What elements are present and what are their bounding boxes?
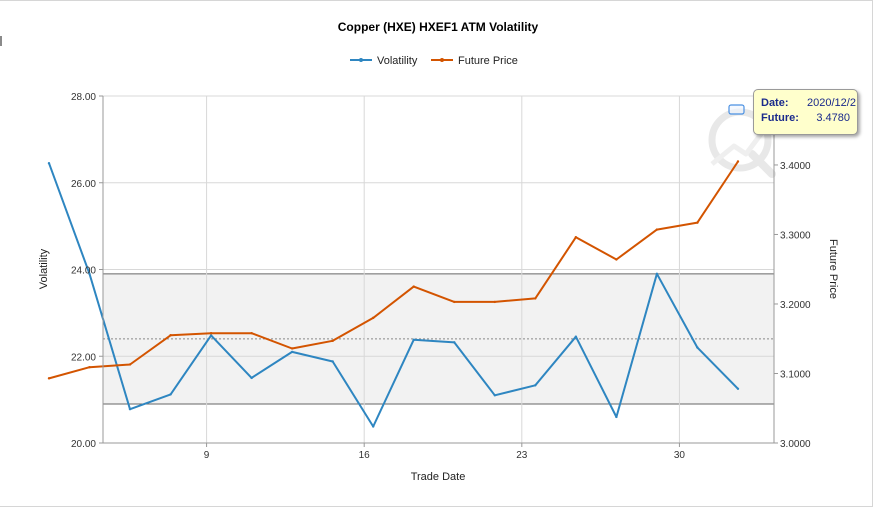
data-point-future-price <box>250 331 253 335</box>
y2-tick-label: 3.1000 <box>780 369 811 380</box>
data-point-volatility <box>453 341 456 344</box>
y2-axis-label: Future Price <box>827 239 839 299</box>
data-point-volatility <box>696 346 699 349</box>
tooltip-date-key: Date: <box>761 97 789 109</box>
data-point-future-price <box>412 285 415 288</box>
data-point-volatility <box>250 376 253 380</box>
data-point-future-price <box>169 334 172 337</box>
volatility-band <box>103 273 774 405</box>
data-tooltip: Date: 2020/12/2 Future: 3.4780 <box>753 89 858 135</box>
series-lines[interactable] <box>47 160 740 428</box>
data-point-future-price <box>534 297 537 300</box>
data-point-future-price <box>290 347 294 350</box>
data-point-future-price <box>47 377 51 380</box>
data-point-volatility <box>169 393 172 396</box>
data-point-volatility <box>412 338 415 341</box>
data-point-volatility <box>615 415 618 419</box>
data-point-volatility <box>534 384 537 387</box>
y-tick-label: 24.00 <box>71 266 96 277</box>
data-point-volatility <box>209 334 213 337</box>
x-tick-label: 30 <box>674 450 686 461</box>
data-point-volatility <box>574 335 578 338</box>
y-axis-label: Volatility <box>38 248 50 289</box>
y2-tick-label: 3.0000 <box>780 439 811 450</box>
y-tick-label: 22.00 <box>71 352 96 363</box>
hover-marker[interactable] <box>728 104 745 115</box>
y2-tick-label: 3.3000 <box>780 230 811 241</box>
data-point-volatility <box>372 425 375 428</box>
data-point-future-price <box>655 228 659 231</box>
y2-tick-label: 3.2000 <box>780 300 811 311</box>
data-point-volatility <box>493 394 496 397</box>
data-point-future-price <box>574 236 578 239</box>
legend[interactable]: Volatility Future Price <box>350 55 518 67</box>
series-line-volatility[interactable] <box>48 162 739 428</box>
tooltip-future-key: Future: <box>761 112 799 124</box>
tooltip-future-value: 3.4780 <box>816 112 850 124</box>
data-point-future-price <box>331 339 334 343</box>
tick-labels: 20.00 22.00 24.00 26.00 28.00 3.0000 3.1000 3.2… <box>71 92 811 461</box>
data-point-volatility <box>47 162 51 165</box>
data-point-future-price <box>128 363 132 366</box>
x-tick-label: 16 <box>359 450 371 461</box>
data-point-future-price <box>615 258 618 261</box>
legend-item-volatility[interactable]: Volatility <box>350 55 418 67</box>
data-point-future-price <box>696 221 699 224</box>
data-point-volatility <box>655 272 659 276</box>
data-point-future-price <box>493 300 496 304</box>
data-point-future-price <box>453 300 456 304</box>
chart-title: Copper (HXE) HXEF1 ATM Volatility <box>338 20 539 34</box>
legend-label-volatility: Volatility <box>377 55 418 67</box>
series-line-future-price[interactable] <box>48 160 739 380</box>
legend-item-future-price[interactable]: Future Price <box>431 55 518 67</box>
y2-tick-label: 3.4000 <box>780 161 811 172</box>
y-tick-label: 26.00 <box>71 179 96 190</box>
x-tick-label: 23 <box>516 450 528 461</box>
data-point-volatility <box>290 350 294 354</box>
data-point-volatility <box>88 272 91 276</box>
data-point-volatility <box>736 387 740 390</box>
data-point-future-price <box>88 366 91 369</box>
y-tick-label: 20.00 <box>71 439 96 450</box>
data-point-volatility <box>331 360 334 363</box>
left-edge-tab <box>0 36 2 46</box>
legend-label-future-price: Future Price <box>458 55 518 67</box>
y-tick-label: 28.00 <box>71 92 96 103</box>
data-point-future-price <box>209 331 213 335</box>
x-axis-label: Trade Date <box>411 471 466 483</box>
x-tick-label: 9 <box>204 450 210 461</box>
data-point-future-price <box>372 316 375 320</box>
data-point-volatility <box>128 407 132 411</box>
tooltip-date-value: 2020/12/2 <box>807 97 856 109</box>
data-point-future-price <box>736 160 740 163</box>
